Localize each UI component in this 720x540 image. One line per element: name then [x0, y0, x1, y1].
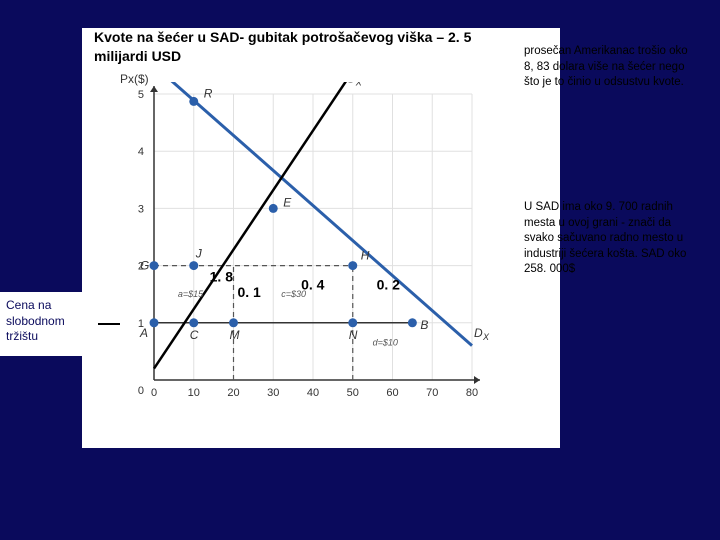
left-label-text: Cena na slobodnom tržištu — [6, 298, 65, 343]
free-market-price-label: Cena na slobodnom tržištu — [0, 292, 98, 356]
svg-text:R: R — [204, 86, 213, 100]
svg-text:0: 0 — [138, 385, 144, 397]
svg-text:4: 4 — [138, 146, 144, 158]
svg-text:E: E — [283, 195, 292, 209]
svg-text:a=$15: a=$15 — [178, 289, 204, 299]
svg-text:40: 40 — [307, 387, 319, 399]
svg-text:H: H — [361, 249, 370, 263]
svg-text:1. 8: 1. 8 — [210, 269, 234, 285]
svg-text:X: X — [482, 332, 490, 342]
svg-text:0: 0 — [151, 387, 157, 399]
supply-demand-chart: 01020304050607080123450DXSXa=$15c=$30d=$… — [120, 82, 500, 412]
svg-text:80: 80 — [466, 387, 478, 399]
svg-text:C: C — [190, 328, 199, 342]
side-note-1: prosečan Amerikanac trošio oko 8, 83 dol… — [524, 44, 688, 91]
svg-text:D: D — [474, 326, 483, 340]
svg-text:d=$10: d=$10 — [373, 338, 398, 348]
label-pointer — [98, 323, 120, 325]
svg-text:X: X — [355, 82, 363, 88]
svg-text:G: G — [140, 259, 149, 273]
svg-text:M: M — [230, 328, 240, 342]
svg-text:30: 30 — [267, 387, 279, 399]
svg-text:5: 5 — [138, 89, 144, 101]
svg-text:70: 70 — [426, 387, 438, 399]
svg-text:A: A — [139, 326, 148, 340]
svg-text:J: J — [195, 247, 203, 261]
side-note-2: U SAD ima oko 9. 700 radnih mesta u ovoj… — [524, 200, 700, 278]
svg-text:0. 1: 0. 1 — [237, 284, 261, 300]
svg-text:20: 20 — [227, 387, 239, 399]
slide-title: Kvote na šećer u SAD- gubitak potrošačev… — [94, 28, 524, 66]
svg-text:10: 10 — [188, 387, 200, 399]
y-axis-title: Px($) — [120, 72, 149, 86]
chart-svg: 01020304050607080123450DXSXa=$15c=$30d=$… — [120, 82, 500, 412]
svg-text:N: N — [349, 328, 358, 342]
svg-text:50: 50 — [347, 387, 359, 399]
svg-text:S: S — [347, 82, 355, 86]
svg-text:0. 4: 0. 4 — [301, 277, 325, 293]
svg-text:60: 60 — [386, 387, 398, 399]
svg-text:3: 3 — [138, 203, 144, 215]
svg-text:0. 2: 0. 2 — [377, 277, 401, 293]
svg-text:B: B — [420, 318, 428, 332]
